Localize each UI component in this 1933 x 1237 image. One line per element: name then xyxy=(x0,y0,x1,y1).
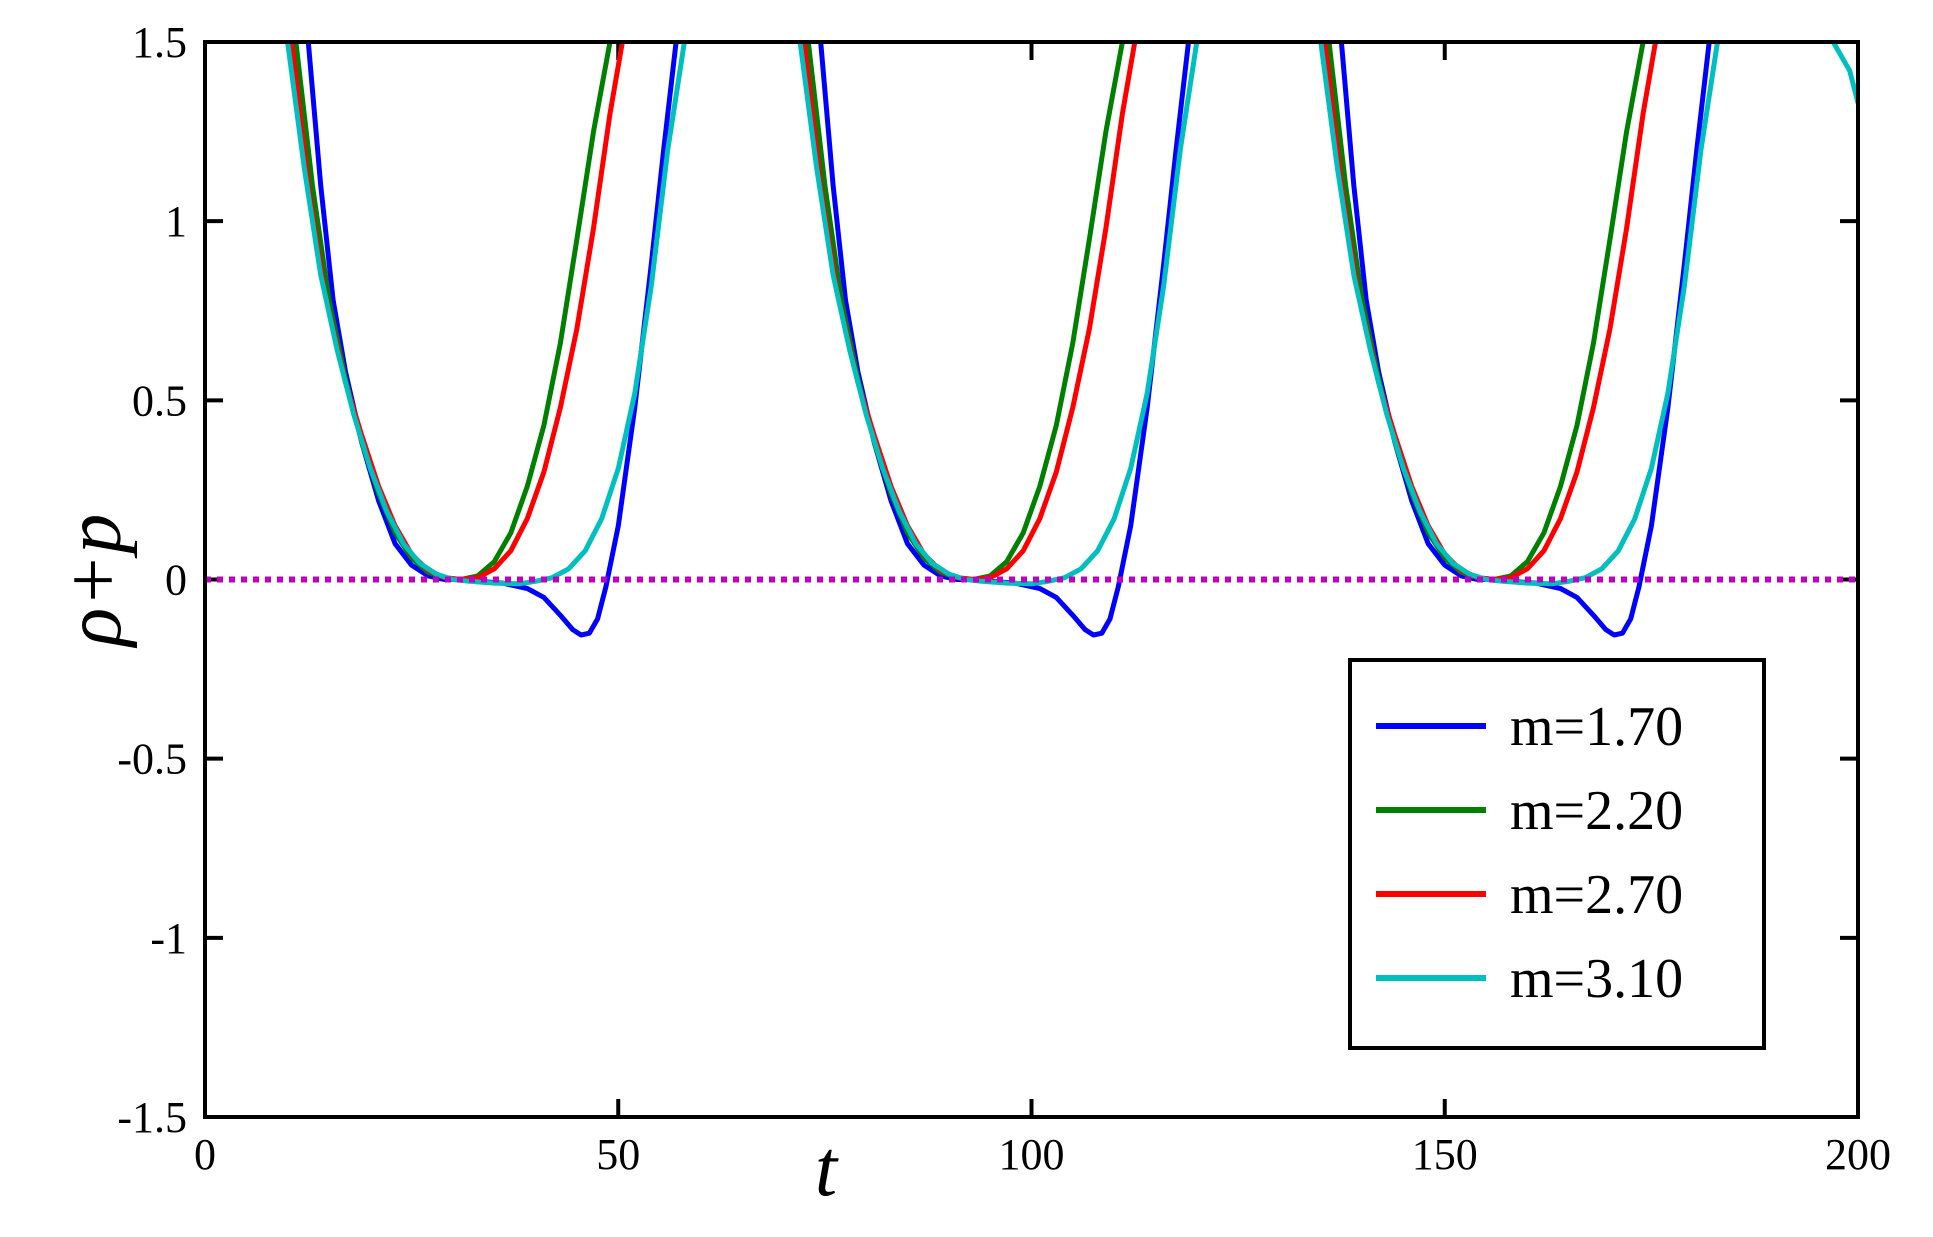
series-layer xyxy=(205,42,1858,638)
legend: m=1.70 m=2.20 m=2.70 m=3.10 xyxy=(1348,658,1766,1050)
x-tick-label: 50 xyxy=(596,1130,640,1179)
legend-label: m=2.70 xyxy=(1510,864,1683,926)
x-tick-label: 150 xyxy=(1412,1130,1478,1179)
y-tick-label: -1.5 xyxy=(117,1093,187,1142)
x-axis-label: t xyxy=(815,1125,839,1213)
y-tick-label: 1 xyxy=(165,197,187,246)
y-tick-label: -1 xyxy=(150,914,187,963)
legend-label: m=3.10 xyxy=(1510,948,1683,1010)
x-tick-label: 0 xyxy=(194,1130,216,1179)
legend-label: m=2.20 xyxy=(1510,780,1683,842)
x-tick-label: 100 xyxy=(999,1130,1065,1179)
plot-frame xyxy=(203,40,1860,1119)
tick-labels: 0 50 100 150 200 -1.5 -1 -0.5 0 0.5 1 1.5 xyxy=(117,18,1891,1179)
y-tick-label: 1.5 xyxy=(132,18,187,67)
legend-label: m=1.70 xyxy=(1510,696,1683,758)
x-tick-label: 200 xyxy=(1825,1130,1891,1179)
y-tick-label: 0 xyxy=(165,556,187,605)
y-axis-label: ρ+p xyxy=(50,514,138,649)
y-tick-label: 0.5 xyxy=(132,376,187,425)
y-tick-label: -0.5 xyxy=(117,735,187,784)
